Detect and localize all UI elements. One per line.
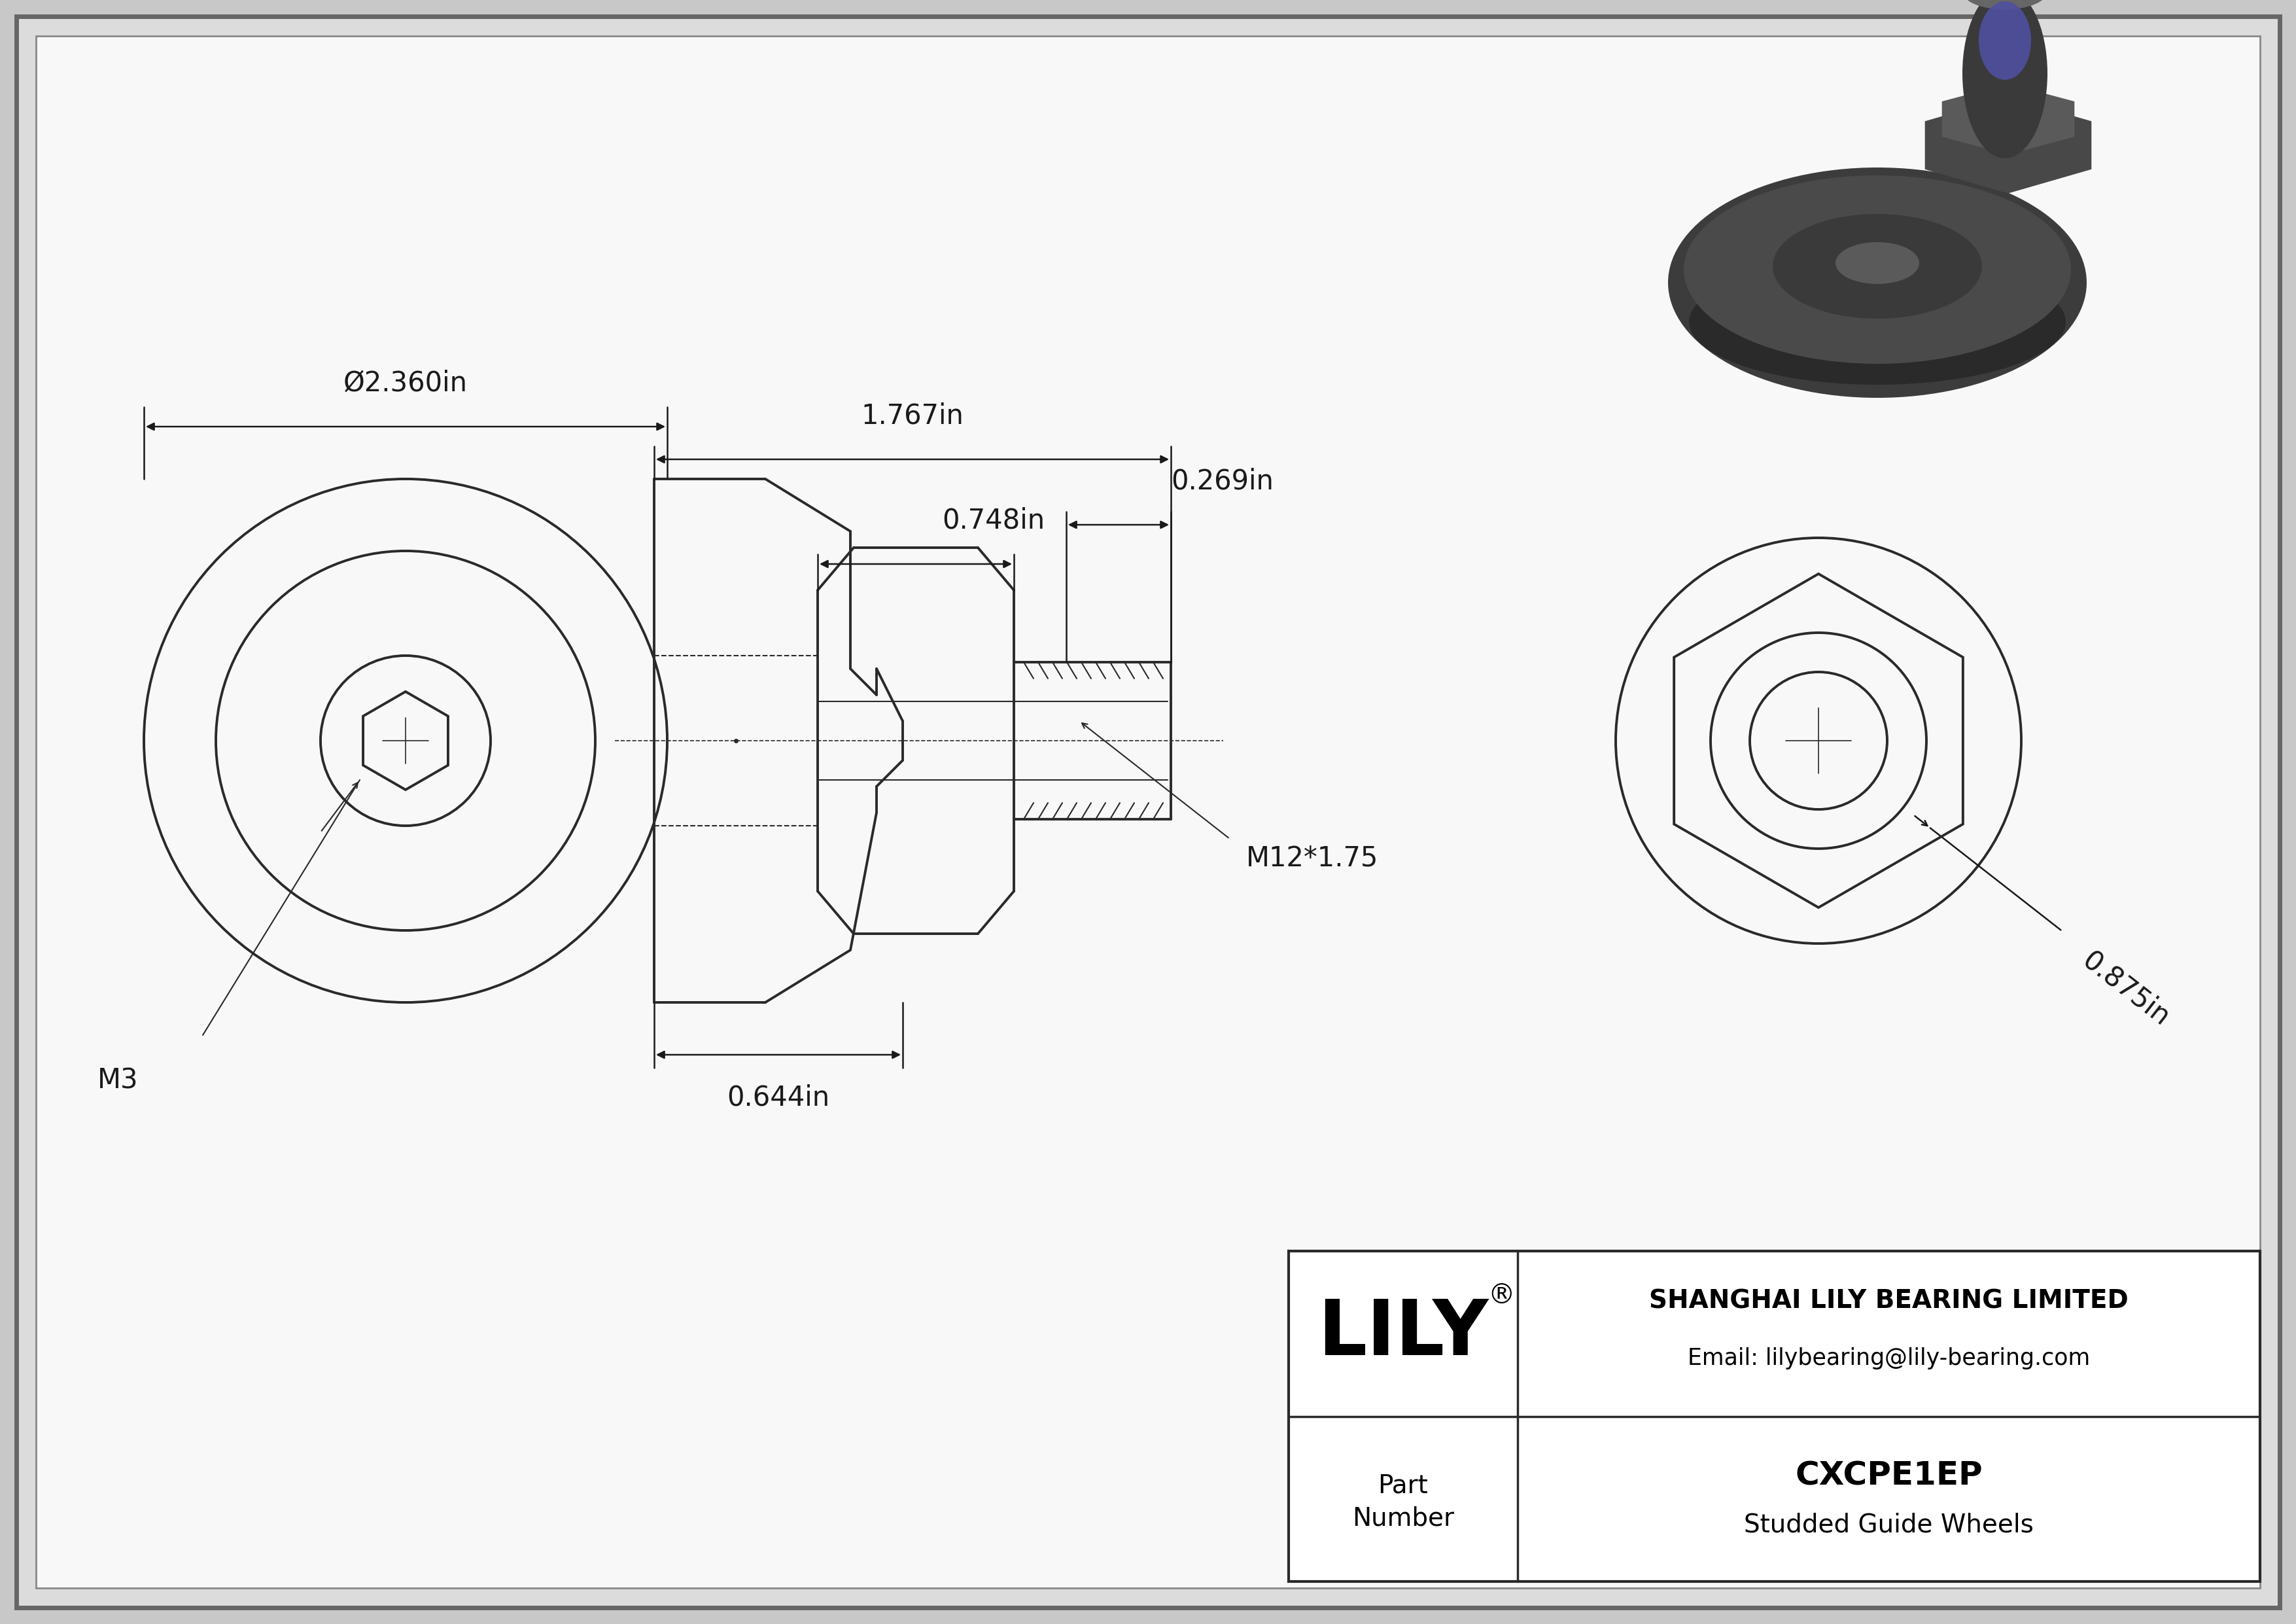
Ellipse shape [1683, 175, 2071, 364]
Polygon shape [1924, 97, 2092, 193]
Text: 0.875in: 0.875in [2078, 947, 2174, 1031]
Ellipse shape [1963, 0, 2048, 159]
Ellipse shape [1979, 2, 2032, 80]
Ellipse shape [1773, 214, 1981, 318]
Text: ®: ® [1488, 1281, 1515, 1309]
Text: 0.748in: 0.748in [941, 507, 1045, 534]
Text: 0.644in: 0.644in [728, 1085, 829, 1112]
Text: Number: Number [1352, 1505, 1453, 1531]
Polygon shape [1942, 84, 2076, 154]
Ellipse shape [1690, 260, 2066, 385]
Text: 1.767in: 1.767in [861, 403, 964, 430]
Text: Email: lilybearing@lily-bearing.com: Email: lilybearing@lily-bearing.com [1688, 1348, 2089, 1369]
Ellipse shape [1667, 167, 2087, 398]
Text: SHANGHAI LILY BEARING LIMITED: SHANGHAI LILY BEARING LIMITED [1649, 1288, 2128, 1314]
Text: 0.269in: 0.269in [1171, 468, 1274, 495]
Bar [1288, 1250, 2259, 1582]
Text: M12*1.75: M12*1.75 [1247, 844, 1378, 872]
Ellipse shape [1835, 242, 1919, 284]
Text: LILY: LILY [1318, 1296, 1488, 1371]
Text: Studded Guide Wheels: Studded Guide Wheels [1745, 1512, 2034, 1538]
Text: M3: M3 [96, 1067, 138, 1095]
Text: Ø2.360in: Ø2.360in [344, 370, 468, 398]
Text: CXCPE1EP: CXCPE1EP [1795, 1460, 1981, 1492]
Ellipse shape [1963, 0, 2048, 10]
Text: Part: Part [1378, 1473, 1428, 1499]
